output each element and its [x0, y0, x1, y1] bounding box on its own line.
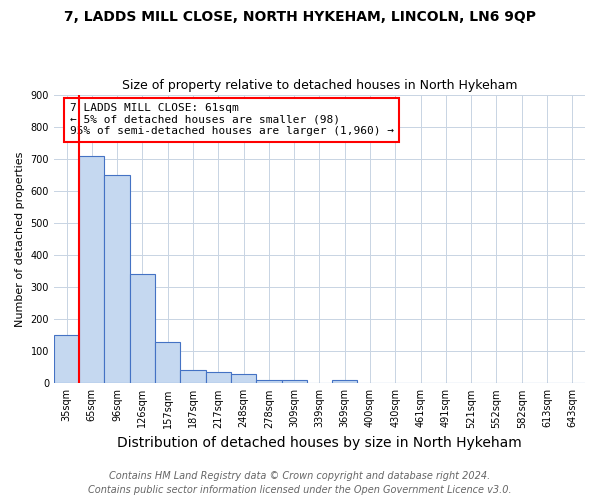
Bar [206, 372, 231, 384]
Title: Size of property relative to detached houses in North Hykeham: Size of property relative to detached ho… [122, 79, 517, 92]
Bar [281, 380, 307, 384]
Bar [130, 274, 155, 384]
Text: Contains HM Land Registry data © Crown copyright and database right 2024.
Contai: Contains HM Land Registry data © Crown c… [88, 471, 512, 495]
Bar [155, 342, 181, 384]
X-axis label: Distribution of detached houses by size in North Hykeham: Distribution of detached houses by size … [117, 436, 522, 450]
Bar [104, 175, 130, 384]
Bar [54, 335, 79, 384]
Bar [256, 380, 281, 384]
Bar [79, 156, 104, 384]
Bar [332, 380, 358, 384]
Text: 7, LADDS MILL CLOSE, NORTH HYKEHAM, LINCOLN, LN6 9QP: 7, LADDS MILL CLOSE, NORTH HYKEHAM, LINC… [64, 10, 536, 24]
Y-axis label: Number of detached properties: Number of detached properties [15, 151, 25, 326]
Bar [231, 374, 256, 384]
Text: 7 LADDS MILL CLOSE: 61sqm
← 5% of detached houses are smaller (98)
95% of semi-d: 7 LADDS MILL CLOSE: 61sqm ← 5% of detach… [70, 103, 394, 136]
Bar [181, 370, 206, 384]
